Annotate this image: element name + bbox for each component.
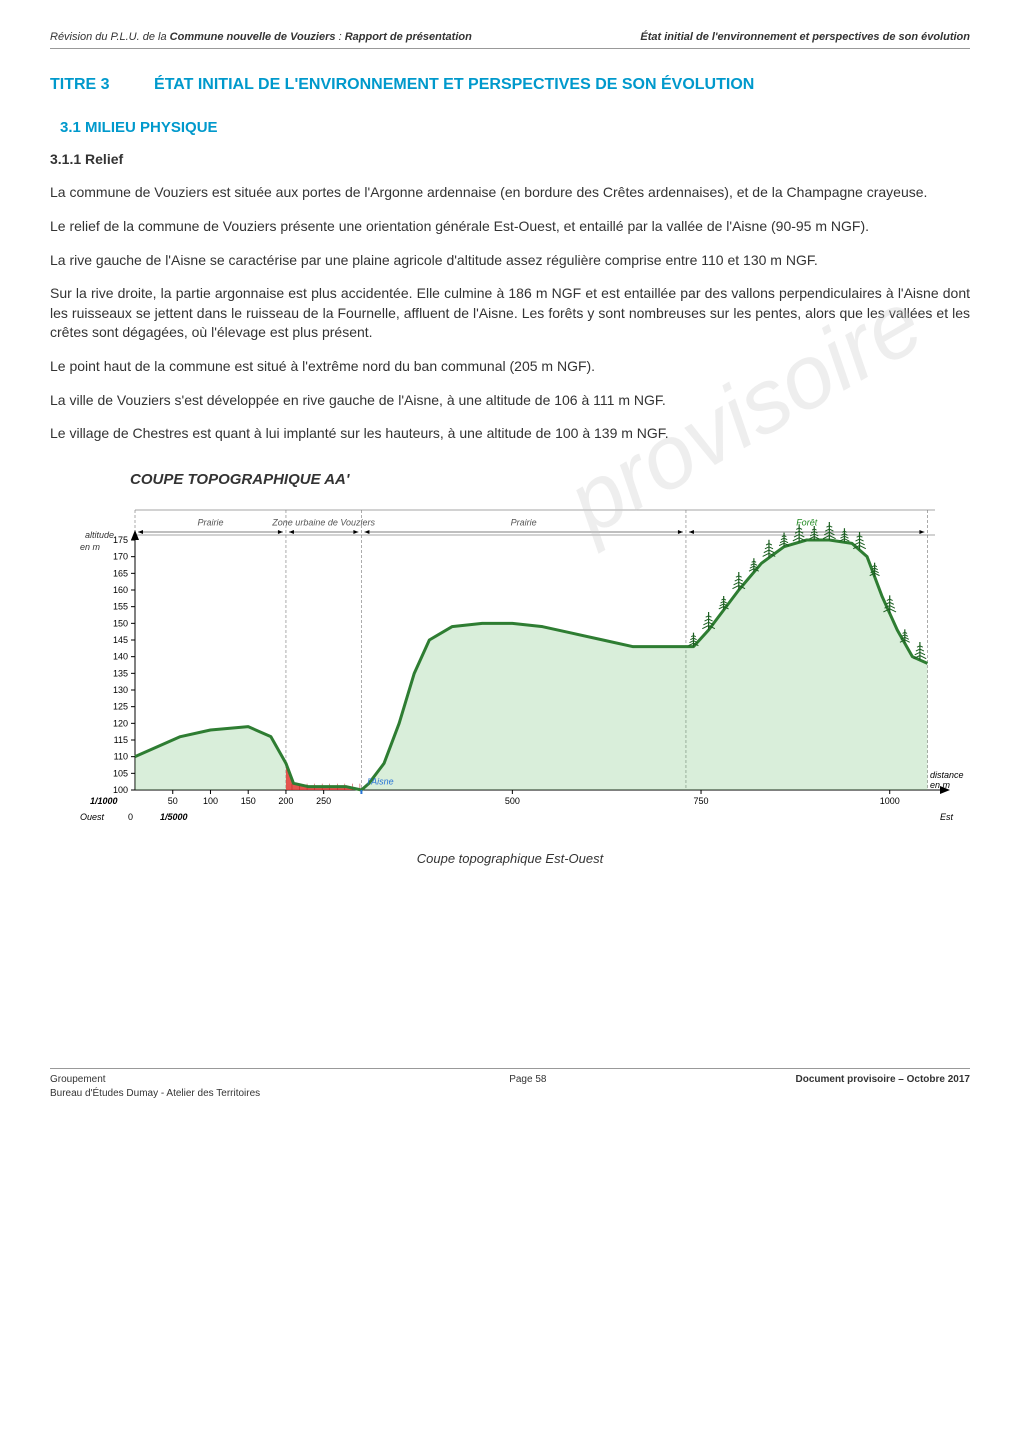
topographic-chart: PrairieZone urbaine de VouziersPrairieFo… [50,500,970,840]
svg-text:750: 750 [694,796,709,806]
svg-text:500: 500 [505,796,520,806]
svg-text:160: 160 [113,585,128,595]
svg-text:100: 100 [113,785,128,795]
svg-text:l'Aisne: l'Aisne [367,776,393,786]
footer-left: Groupement Bureau d'Études Dumay - Ateli… [50,1073,260,1101]
svg-text:1000: 1000 [880,796,900,806]
header-left-sep: : [336,31,345,43]
svg-text:Ouest: Ouest [80,812,105,822]
svg-text:120: 120 [113,718,128,728]
para-2: Le relief de la commune de Vouziers prés… [50,217,970,237]
svg-text:150: 150 [241,796,256,806]
svg-text:Zone urbaine de Vouziers: Zone urbaine de Vouziers [271,517,375,527]
svg-text:155: 155 [113,601,128,611]
svg-text:en m: en m [930,780,951,790]
svg-text:165: 165 [113,568,128,578]
subsection-title: 3.1.1 Relief [50,150,970,170]
footer-left-2: Bureau d'Études Dumay - Atelier des Terr… [50,1088,260,1099]
svg-text:140: 140 [113,651,128,661]
para-7: Le village de Chestres est quant à lui i… [50,424,970,444]
chart-caption: Coupe topographique Est-Ouest [50,850,970,868]
svg-text:0: 0 [128,812,133,822]
footer-right: Document provisoire – Octobre 2017 [795,1073,970,1101]
header-left-bold2: Rapport de présentation [345,31,472,43]
svg-text:150: 150 [113,618,128,628]
titre-text: ÉTAT INITIAL DE L'ENVIRONNEMENT ET PERSP… [154,76,754,93]
svg-text:1/5000: 1/5000 [160,812,188,822]
svg-text:en m: en m [80,542,101,552]
svg-text:110: 110 [114,751,128,761]
svg-text:170: 170 [113,551,128,561]
svg-text:145: 145 [113,635,128,645]
header-right: État initial de l'environnement et persp… [640,30,970,45]
svg-text:Est: Est [940,812,954,822]
svg-text:altitude: altitude [85,530,114,540]
titre-label: TITRE 3 [50,74,110,96]
footer-center: Page 58 [509,1073,546,1101]
svg-text:100: 100 [203,796,218,806]
svg-text:50: 50 [168,796,178,806]
svg-text:105: 105 [113,768,128,778]
titre-3-heading: TITRE 3 ÉTAT INITIAL DE L'ENVIRONNEMENT … [50,74,970,96]
header-left-prefix: Révision du P.L.U. de la [50,31,170,43]
para-6: La ville de Vouziers s'est développée en… [50,391,970,411]
para-1: La commune de Vouziers est située aux po… [50,183,970,203]
svg-text:Prairie: Prairie [197,517,223,527]
svg-text:115: 115 [114,735,128,745]
header-left-bold: Commune nouvelle de Vouziers [170,31,336,43]
page-header: Révision du P.L.U. de la Commune nouvell… [50,30,970,49]
svg-text:135: 135 [113,668,128,678]
section-title: 3.1 MILIEU PHYSIQUE [60,117,970,138]
svg-text:Prairie: Prairie [511,517,537,527]
svg-text:125: 125 [113,701,128,711]
para-3: La rive gauche de l'Aisne se caractérise… [50,251,970,271]
page-footer: Groupement Bureau d'Études Dumay - Ateli… [50,1069,970,1101]
footer-left-1: Groupement [50,1074,106,1085]
svg-text:1/1000: 1/1000 [90,796,118,806]
svg-text:250: 250 [316,796,331,806]
header-left: Révision du P.L.U. de la Commune nouvell… [50,30,472,45]
svg-text:175: 175 [113,535,128,545]
chart-title: COUPE TOPOGRAPHIQUE AA' [130,469,970,490]
para-5: Le point haut de la commune est situé à … [50,357,970,377]
svg-text:distance: distance [930,770,964,780]
svg-text:200: 200 [278,796,293,806]
para-4: Sur la rive droite, la partie argonnaise… [50,284,970,343]
svg-text:130: 130 [113,685,128,695]
